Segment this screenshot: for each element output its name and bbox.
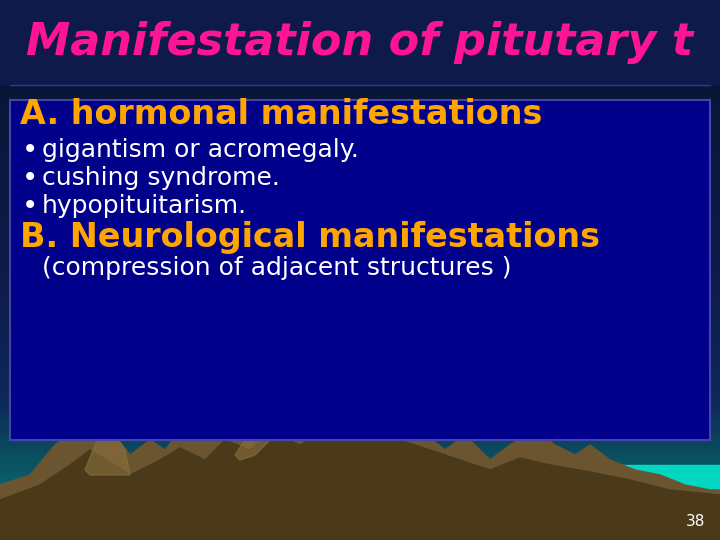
Text: hypopituitarism.: hypopituitarism. <box>42 194 247 218</box>
Text: •: • <box>22 192 38 220</box>
Polygon shape <box>0 410 720 540</box>
Polygon shape <box>235 410 280 460</box>
Bar <box>0 0 720 85</box>
Text: A. hormonal manifestations: A. hormonal manifestations <box>20 98 542 132</box>
Bar <box>10 100 710 440</box>
Polygon shape <box>85 420 130 475</box>
Text: Manifestation of pitutary t: Manifestation of pitutary t <box>27 22 693 64</box>
Polygon shape <box>0 425 720 540</box>
Text: cushing syndrome.: cushing syndrome. <box>42 166 280 190</box>
Text: B. Neurological manifestations: B. Neurological manifestations <box>20 221 600 254</box>
Text: •: • <box>22 136 38 164</box>
Polygon shape <box>580 465 720 540</box>
Text: •: • <box>22 164 38 192</box>
Bar <box>0 510 720 540</box>
Text: 38: 38 <box>685 515 705 530</box>
Text: (compression of adjacent structures ): (compression of adjacent structures ) <box>42 256 511 280</box>
Text: gigantism or acromegaly.: gigantism or acromegaly. <box>42 138 359 162</box>
